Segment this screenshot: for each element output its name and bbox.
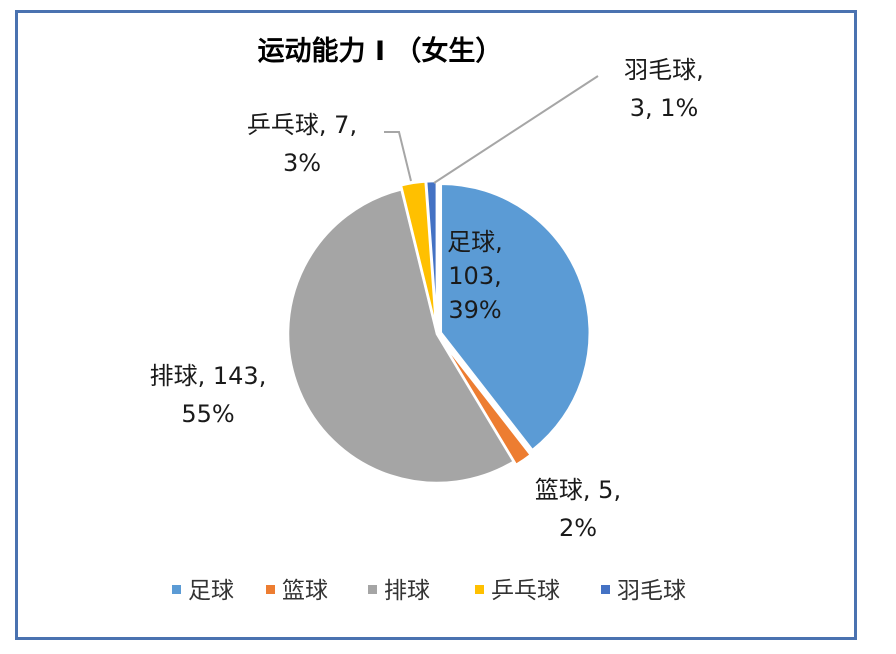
legend: 足球 篮球 排球 乒乓球 羽毛球 (172, 578, 686, 604)
data-label-basketball: 篮球, 5, 2% (535, 476, 621, 542)
slice-volleyball (286, 187, 516, 485)
legend-entry-pingpong: 乒乓球 (491, 578, 560, 604)
legend-entry-volleyball-swatch (368, 585, 377, 594)
data-label-football-line: 103, (448, 262, 501, 290)
leader-line-pingpong (384, 131, 412, 182)
data-label-volleyball-line: 55% (181, 400, 234, 428)
data-label-volleyball-line: 排球, 143, (150, 362, 267, 390)
legend-entry-badminton: 羽毛球 (617, 578, 686, 604)
pie-slices (286, 179, 591, 485)
data-label-football-line: 39% (448, 296, 501, 324)
data-label-pingpong-line: 3% (283, 149, 321, 177)
slice-football (439, 182, 591, 452)
legend-entry-pingpong-swatch (475, 585, 484, 594)
data-label-badminton: 羽毛球, 3, 1% (624, 56, 704, 122)
chart-title: 运动能力 I （女生） (258, 35, 503, 67)
data-label-basketball-line: 2% (559, 514, 597, 542)
leader-lines (384, 75, 599, 184)
slice-basketball (438, 336, 533, 467)
data-label-pingpong: 乒乓球, 7, 3% (247, 111, 357, 177)
legend-entry-basketball: 篮球 (282, 578, 328, 604)
leader-line-badminton (433, 75, 599, 184)
data-label-volleyball: 排球, 143, 55% (150, 362, 267, 428)
legend-entry-volleyball: 排球 (384, 578, 430, 604)
data-label-badminton-line: 3, 1% (630, 94, 699, 122)
data-label-pingpong-line: 乒乓球, 7, (247, 111, 357, 139)
legend-entry-badminton-swatch (601, 585, 610, 594)
data-label-badminton-line: 羽毛球, (624, 56, 704, 84)
data-label-football: 足球, 103, 39% (447, 228, 503, 324)
legend-entry-basketball-swatch (266, 585, 275, 594)
data-label-basketball-line: 篮球, 5, (535, 476, 621, 504)
legend-entry-football: 足球 (188, 578, 234, 604)
legend-entry-football-swatch (172, 585, 181, 594)
data-label-football-line: 足球, (447, 228, 503, 256)
data-labels: 足球, 103, 39% 篮球, 5, 2% 排球, 143, 55% 乒乓球, 7, 3% 羽毛… (150, 56, 704, 542)
